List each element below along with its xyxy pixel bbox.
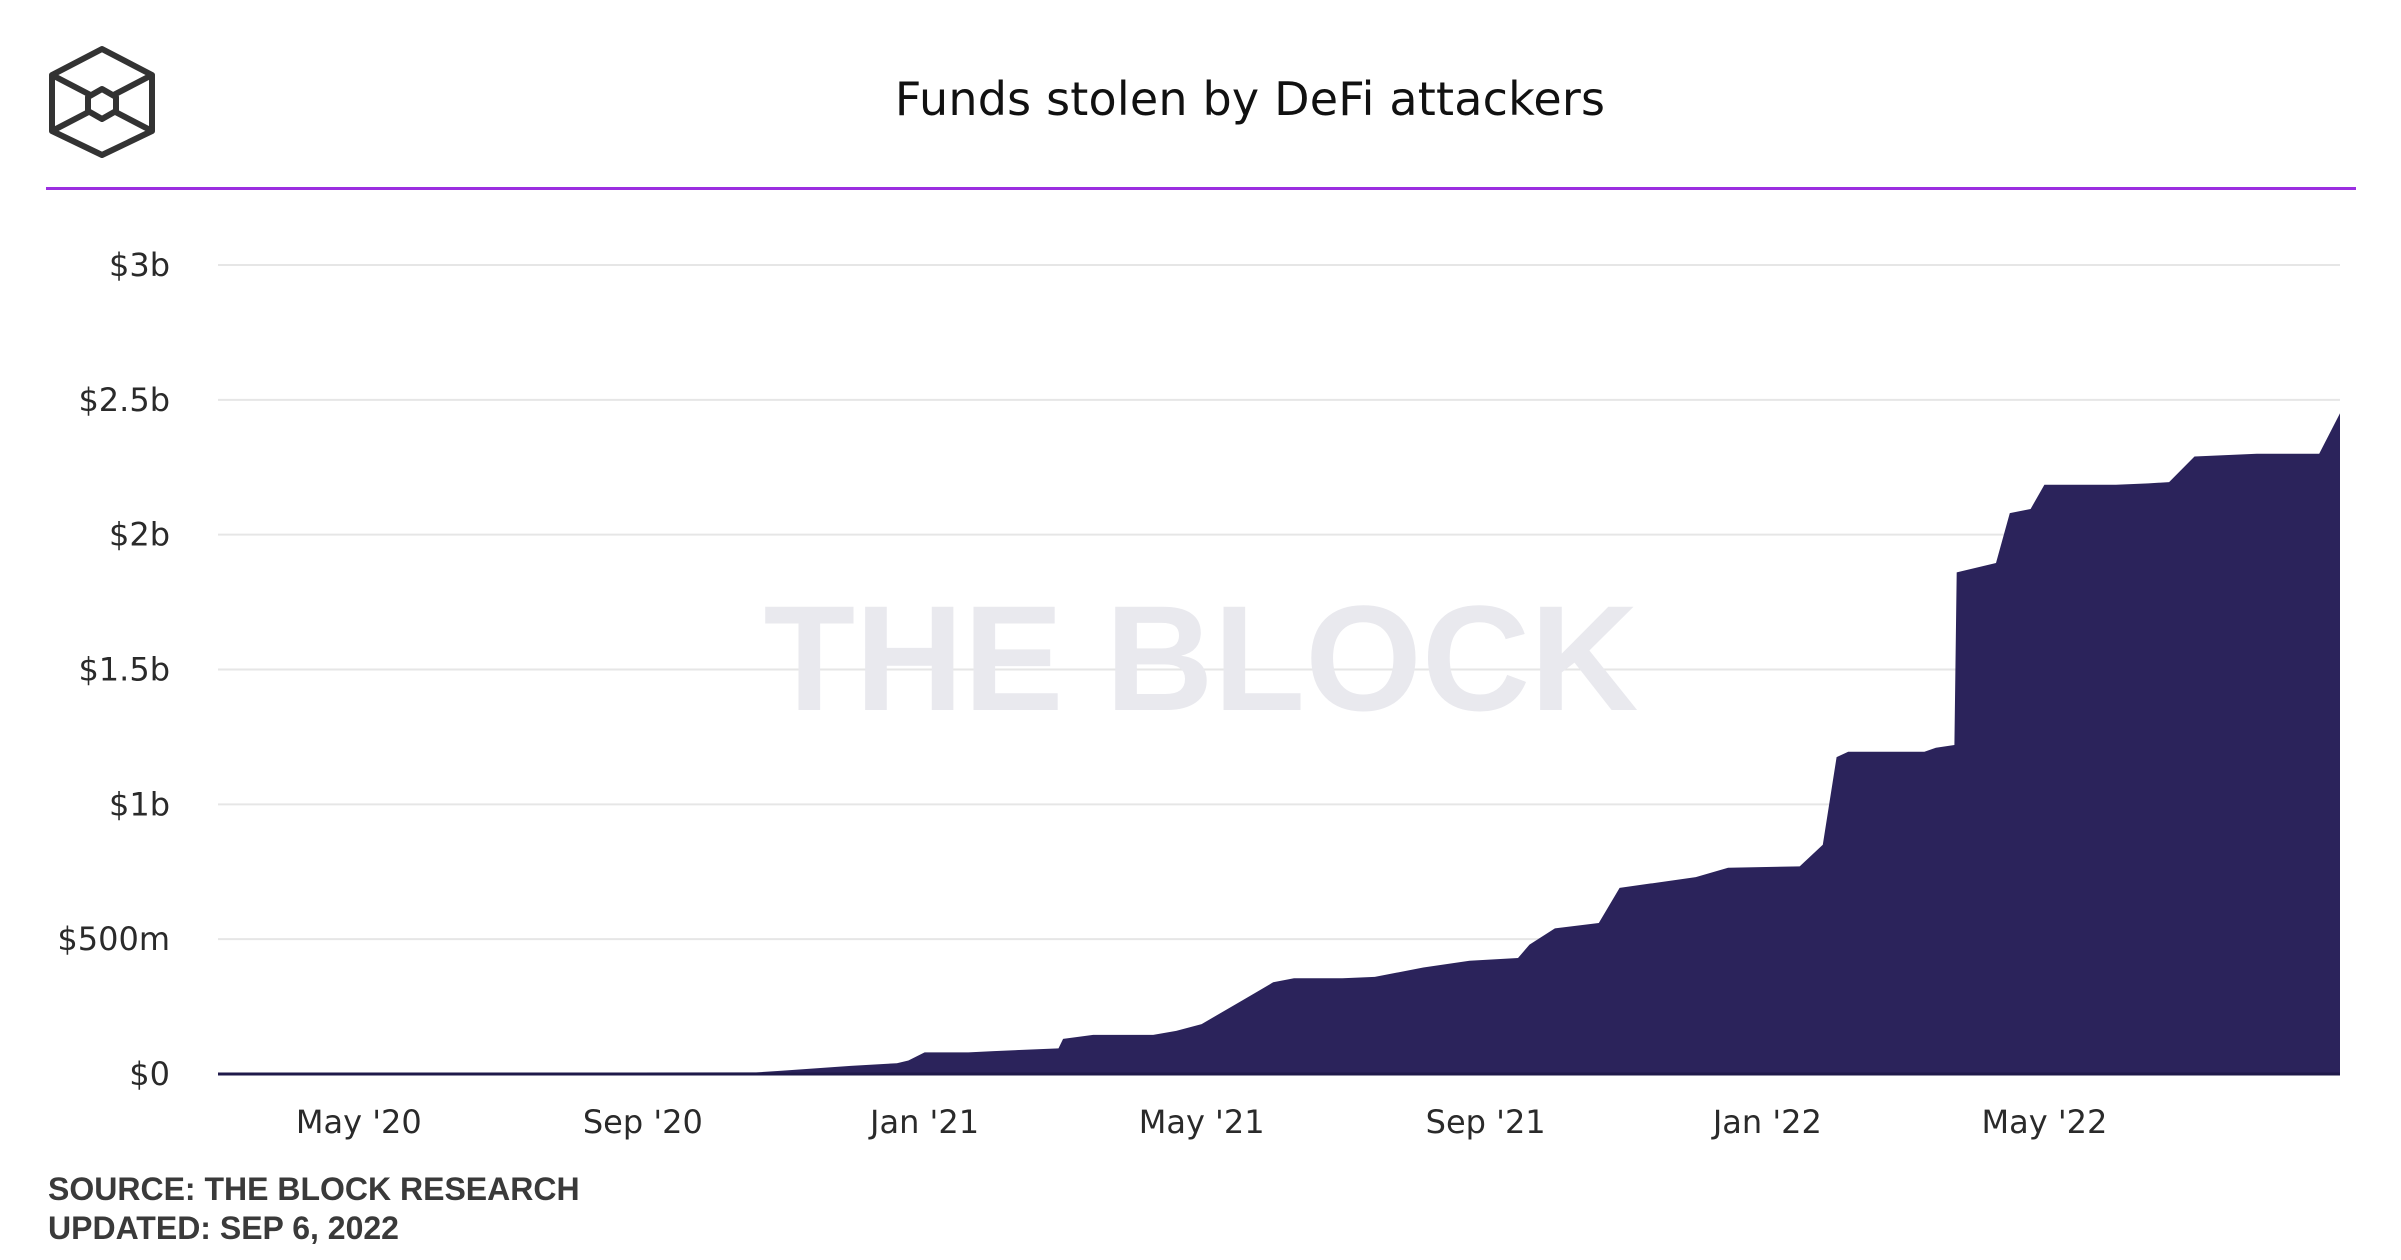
x-tick-label: May '22 xyxy=(1982,1103,2108,1140)
source-note: SOURCE: THE BLOCK RESEARCH xyxy=(48,1171,580,1207)
watermark: THE BLOCK xyxy=(764,574,1639,742)
x-tick-label: May '21 xyxy=(1139,1103,1265,1140)
chart-header: Funds stolen by DeFi attackers xyxy=(0,0,2401,195)
funds-stolen-area xyxy=(218,413,2340,1074)
y-tick-label: $1.5b xyxy=(78,651,170,689)
area-series xyxy=(218,413,2340,1076)
chart-footer: SOURCE: THE BLOCK RESEARCH UPDATED: SEP … xyxy=(48,1170,580,1248)
x-tick-label: Jan '22 xyxy=(1711,1103,1822,1140)
y-tick-label: $1b xyxy=(109,785,170,823)
y-tick-label: $2.5b xyxy=(78,381,170,419)
chart-title: Funds stolen by DeFi attackers xyxy=(894,72,1606,126)
x-tick-label: Sep '20 xyxy=(583,1103,703,1140)
y-tick-label: $2b xyxy=(109,516,170,554)
updated-note: UPDATED: SEP 6, 2022 xyxy=(48,1210,399,1246)
y-tick-label: $500m xyxy=(57,920,170,958)
y-axis-ticks: $0 $500m $1b $1.5b $2b $2.5b $3b xyxy=(57,246,170,1093)
x-tick-label: Jan '21 xyxy=(868,1103,979,1140)
title-divider xyxy=(46,187,2356,190)
the-block-cube-icon xyxy=(49,46,155,158)
x-tick-label: May '20 xyxy=(296,1103,422,1140)
y-tick-label: $0 xyxy=(129,1055,170,1093)
area-chart: THE BLOCK $0 $500m $1b $1.5b $2b $2.5b $3b May… xyxy=(57,246,2340,1140)
y-tick-label: $3b xyxy=(109,246,170,284)
x-axis-ticks: May '20 Sep '20 Jan '21 May '21 Sep '21 Jan '… xyxy=(296,1103,2107,1140)
x-tick-label: Sep '21 xyxy=(1426,1103,1546,1140)
